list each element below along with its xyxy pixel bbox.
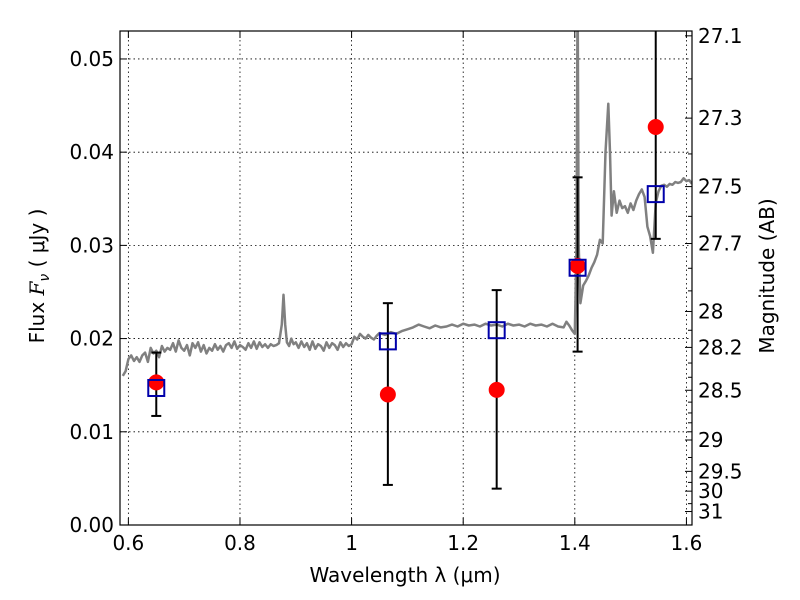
- mag-tick-label: 28: [698, 299, 723, 323]
- observed-point: [379, 386, 396, 403]
- plot-frame: [119, 30, 693, 526]
- model-point: [568, 258, 587, 277]
- y-tick-label: 0.00: [69, 513, 114, 537]
- x-axis-label: Wavelength λ (μm): [309, 563, 500, 587]
- x-tick-label: 1: [345, 531, 358, 555]
- y-tick-label: 0.03: [69, 233, 114, 257]
- y-axis-label-prefix: Flux: [25, 295, 49, 343]
- x-tick-label: 0.6: [112, 531, 144, 555]
- observed-point: [148, 374, 165, 391]
- model-point: [646, 185, 665, 204]
- y-axis-label: Flux Fν ( μJy ): [25, 209, 53, 344]
- plot-area: [121, 31, 692, 490]
- x-tick-label: 0.8: [224, 531, 256, 555]
- model-spectrum-line: [121, 31, 692, 377]
- observed-point: [647, 119, 664, 136]
- x-tick-label: 1.6: [671, 531, 703, 555]
- y-tick-label: 0.01: [69, 420, 114, 444]
- x-tick-label: 1.4: [559, 531, 591, 555]
- mag-tick-label: 31: [698, 500, 723, 524]
- mag-tick-label: 29: [698, 428, 723, 452]
- grid-lines: [120, 31, 692, 526]
- mag-tick-label: 27.7: [698, 232, 743, 256]
- y-tick-label: 0.05: [69, 47, 114, 71]
- mag-tick-label: 28.5: [698, 378, 743, 402]
- axis-ticks: 0.6 0.8 1 1.2 1.4 1.6 0.00 0.01 0.02 0.03 0.04 0.05…: [69, 24, 742, 555]
- y-axis-label-symbol: F: [25, 280, 49, 296]
- mag-tick-label: 27.3: [698, 106, 743, 130]
- model-point: [487, 321, 506, 340]
- model-point: [378, 332, 397, 351]
- observed-point: [488, 381, 505, 398]
- mag-tick-label: 29.5: [698, 459, 743, 483]
- y-axis-label-suffix: ( μJy ): [25, 209, 49, 274]
- model-point: [147, 378, 166, 397]
- mag-tick-label: 27.5: [698, 175, 743, 199]
- y-tick-label: 0.02: [69, 327, 114, 351]
- y-axis-label-subscript: ν: [37, 274, 53, 282]
- y-tick-label: 0.04: [69, 140, 114, 164]
- x-tick-label: 1.2: [447, 531, 479, 555]
- mag-tick-label: 28.2: [698, 335, 743, 359]
- mag-tick-label: 30: [698, 479, 723, 503]
- mag-tick-label: 27.1: [698, 24, 743, 48]
- y2-axis-label: Magnitude (AB): [755, 198, 779, 353]
